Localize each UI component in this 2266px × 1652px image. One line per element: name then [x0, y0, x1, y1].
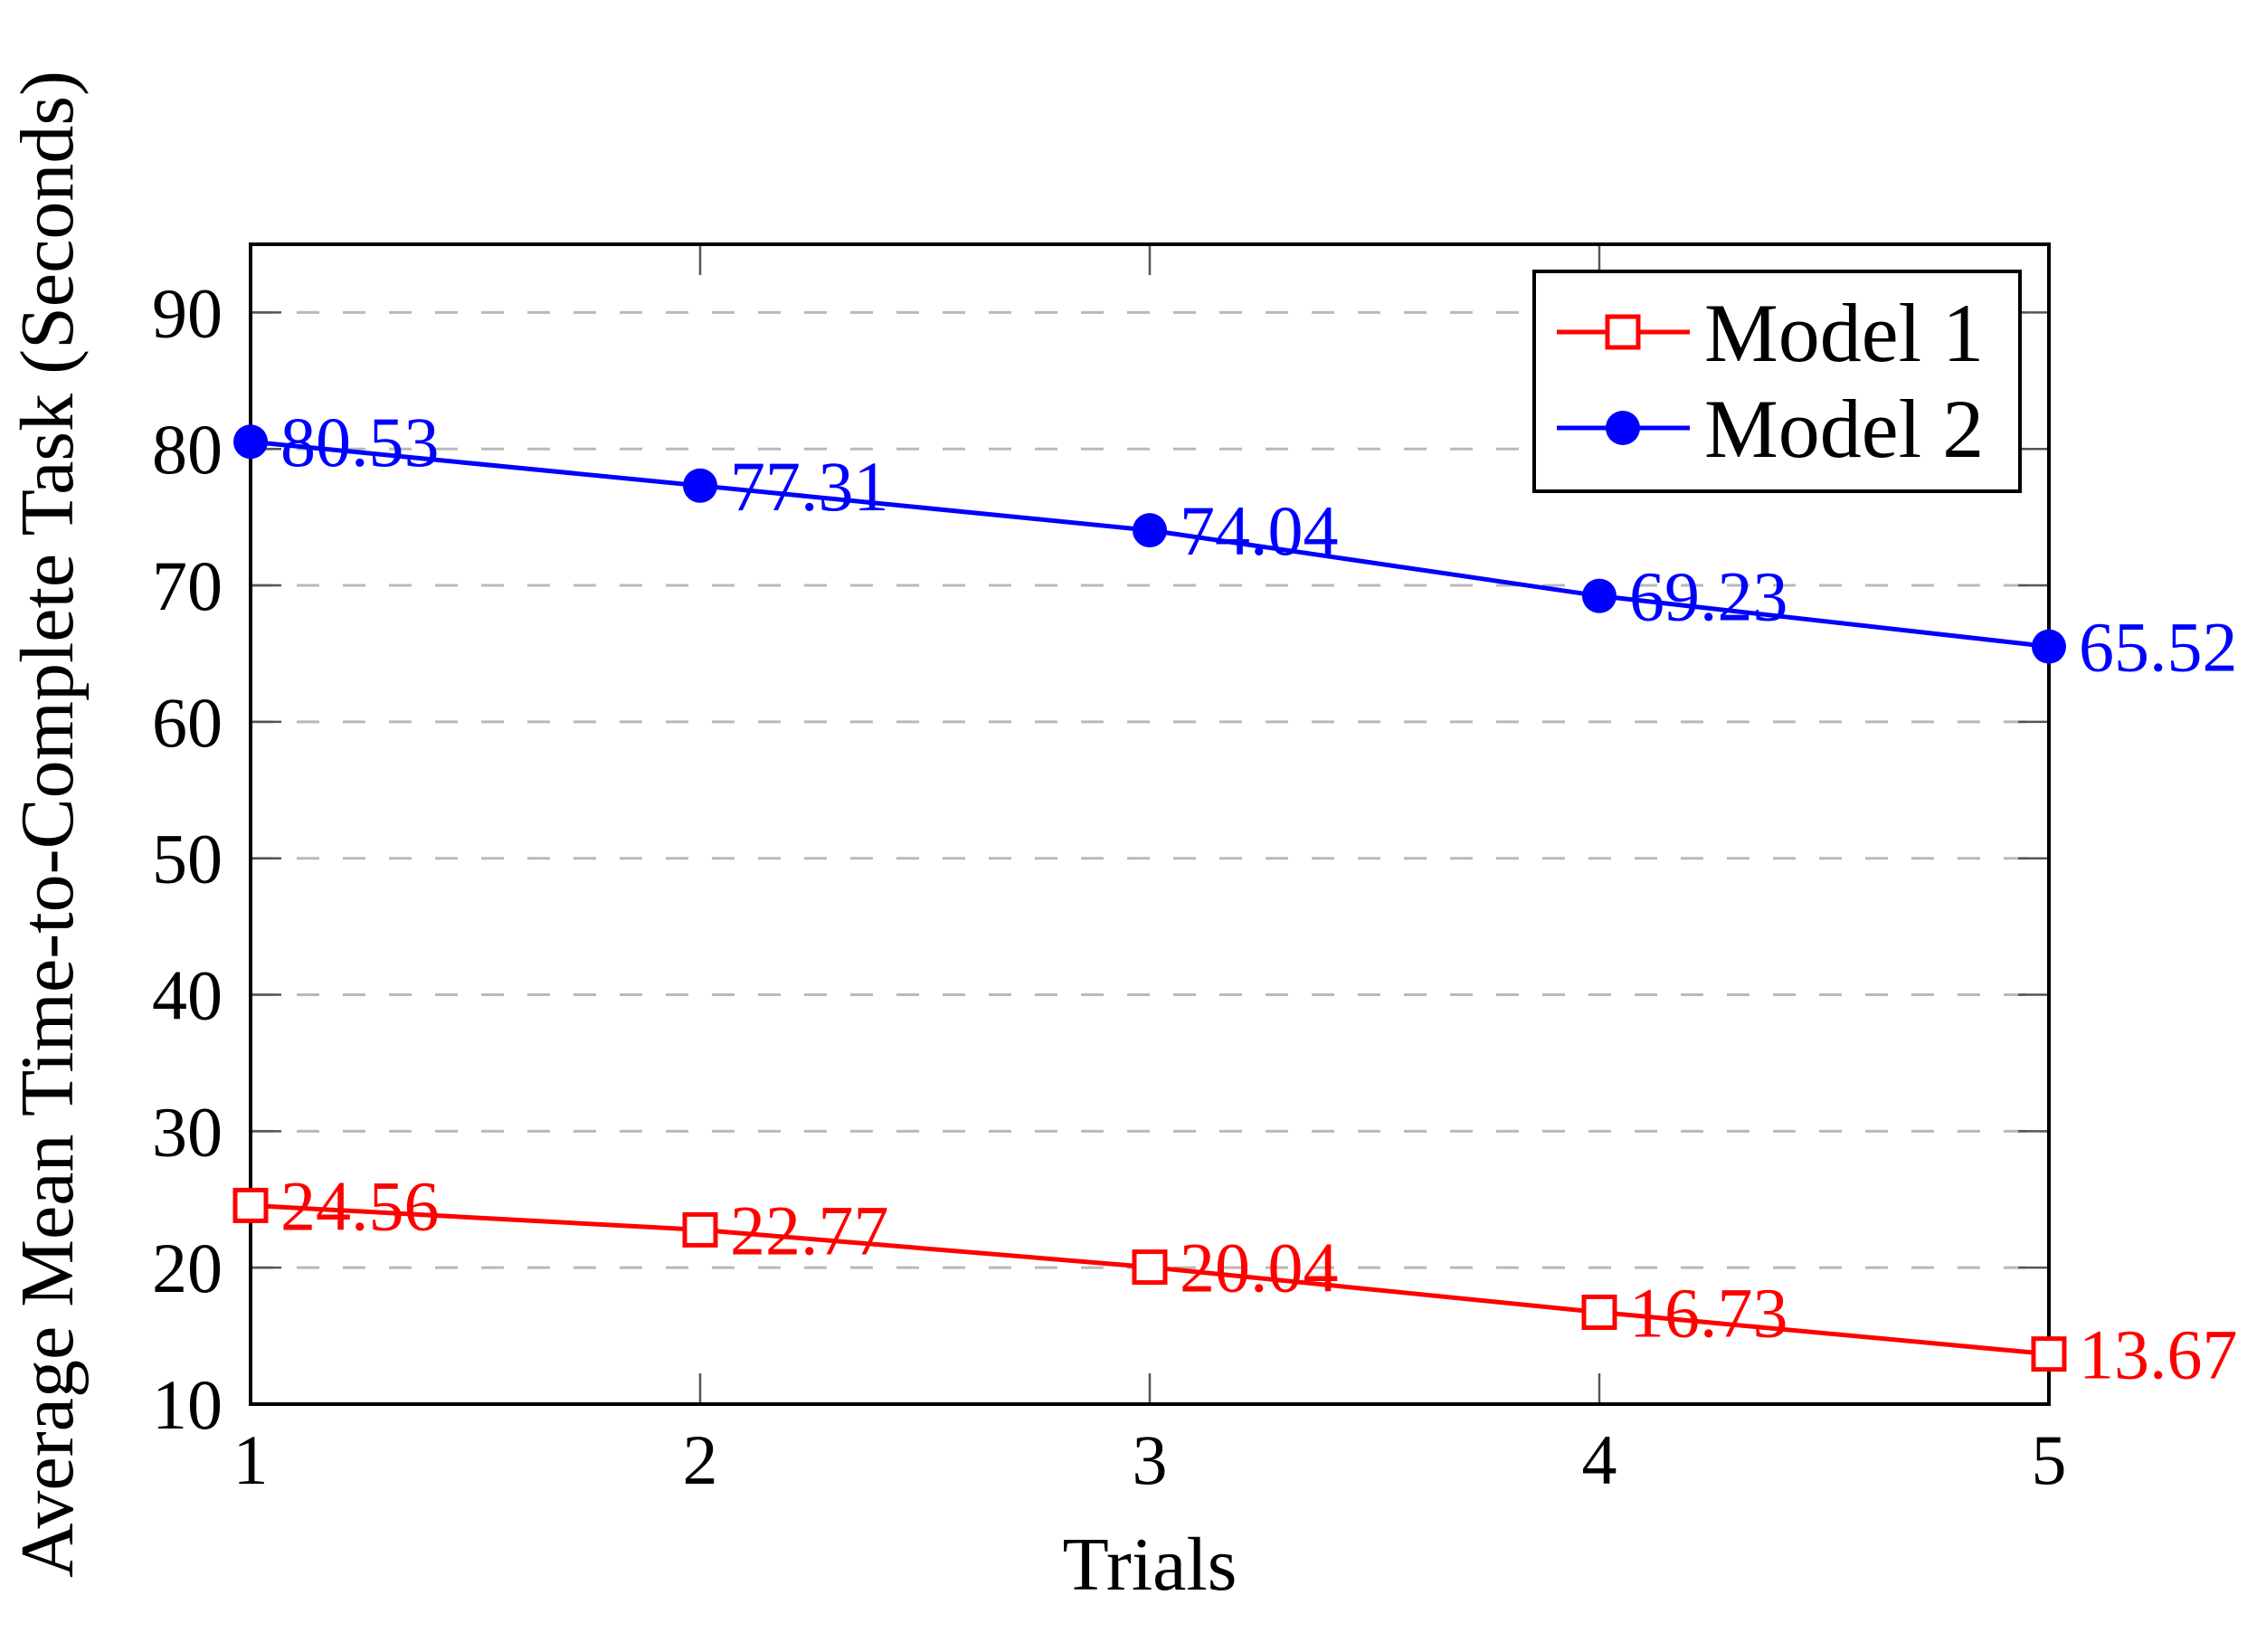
model-2-point-5-marker-circle — [2032, 629, 2066, 664]
model-2-point-4-marker-circle — [1582, 578, 1617, 613]
model-1-value-label-1: 24.56 — [280, 1166, 440, 1245]
y-tick-label-70: 70 — [152, 546, 223, 625]
x-tick-label-3: 3 — [1133, 1420, 1168, 1499]
x-tick-label-4: 4 — [1582, 1420, 1617, 1499]
model-2-point-2-marker-circle — [683, 468, 717, 503]
model-1-point-4-marker-square — [1581, 1294, 1617, 1330]
model-1-value-label-5: 13.67 — [2079, 1315, 2238, 1394]
model-2-point-1-marker-circle — [233, 424, 268, 460]
model-2-value-label-5: 65.52 — [2079, 608, 2238, 687]
y-tick-label-60: 60 — [152, 683, 223, 762]
y-tick-label-30: 30 — [152, 1092, 223, 1171]
y-tick-label-80: 80 — [152, 410, 223, 489]
x-tick-label-2: 2 — [683, 1420, 718, 1499]
x-tick-label-5: 5 — [2032, 1420, 2067, 1499]
model-1-value-label-3: 20.04 — [1180, 1229, 1339, 1307]
legend-model-1-marker-square — [1605, 314, 1641, 350]
legend-model-2-marker-circle — [1606, 411, 1640, 445]
frame-layer — [249, 242, 2051, 1406]
model-1-value-label-4: 16.73 — [1629, 1273, 1788, 1352]
model-2-value-label-3: 74.04 — [1180, 491, 1339, 570]
legend-entry-model-1: Model 1 — [1557, 287, 1984, 379]
model-1-point-3-marker-square — [1132, 1249, 1168, 1286]
model-2-value-label-4: 69.23 — [1629, 557, 1788, 636]
axis-text-layer: Trials Average Mean Time-to-Complete Tas… — [5, 71, 2067, 1607]
series-model-2: 80.53 77.31 74.04 69.23 65.52 — [233, 403, 2238, 687]
y-tick-label-50: 50 — [152, 820, 223, 898]
model-2-value-label-2: 77.31 — [730, 447, 889, 526]
model-1-point-1-marker-square — [232, 1187, 269, 1223]
series-layer: 24.56 22.77 20.04 16.73 13.67 80.53 77.31 74.04… — [232, 403, 2238, 1394]
model-1-value-label-2: 22.77 — [730, 1191, 889, 1269]
legend-box — [1532, 270, 2022, 493]
y-tick-label-40: 40 — [152, 956, 223, 1035]
y-tick-label-20: 20 — [152, 1229, 223, 1307]
y-axis-title: Average Mean Time-to-Complete Task (Seco… — [5, 71, 90, 1578]
x-axis-title: Trials — [1063, 1523, 1237, 1607]
model-2-point-3-marker-circle — [1133, 513, 1167, 548]
y-tick-label-90: 90 — [152, 273, 223, 352]
x-tick-label-1: 1 — [233, 1420, 269, 1499]
plot-frame — [249, 242, 2051, 1406]
legend-label-model-1: Model 1 — [1704, 287, 1984, 379]
model-2-value-label-1: 80.53 — [280, 403, 440, 481]
legend-label-model-2: Model 2 — [1704, 383, 1984, 475]
legend-entry-model-2: Model 2 — [1557, 383, 1984, 475]
y-tick-label-10: 10 — [152, 1365, 223, 1444]
model-1-point-5-marker-square — [2031, 1336, 2067, 1372]
series-model-1: 24.56 22.77 20.04 16.73 13.67 — [232, 1166, 2238, 1394]
model-1-point-2-marker-square — [682, 1211, 718, 1248]
